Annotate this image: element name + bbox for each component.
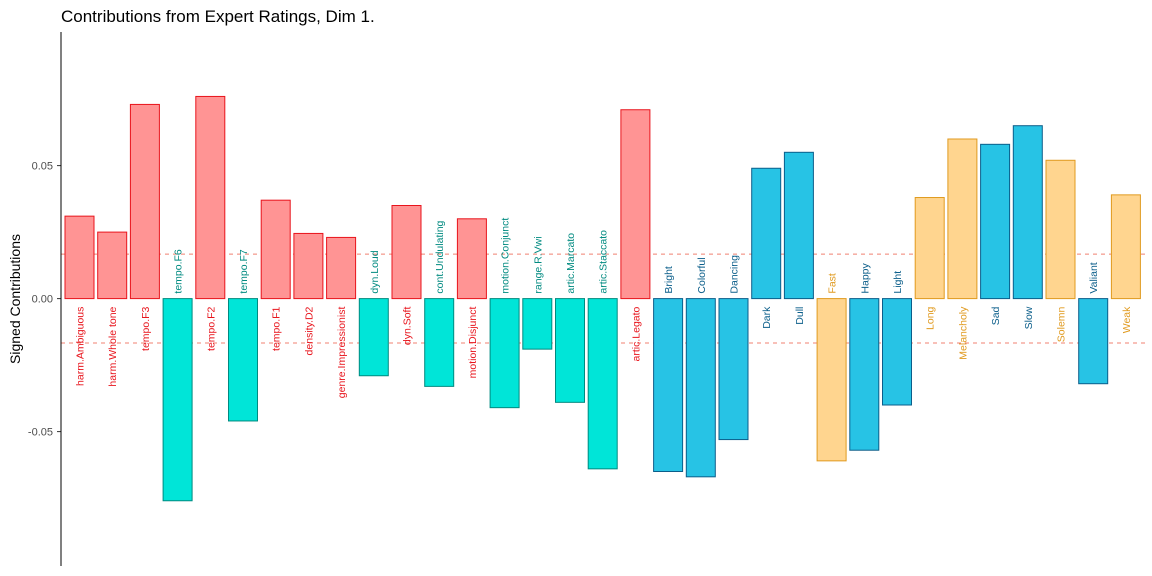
bar bbox=[1110, 194, 1141, 300]
bars bbox=[64, 95, 1141, 502]
bar bbox=[129, 103, 160, 300]
bar bbox=[685, 298, 716, 478]
bar-label: harm.Whole tone bbox=[107, 306, 119, 386]
bar-label: artic.Staccato bbox=[598, 230, 610, 294]
y-tick-label: 0.05 bbox=[32, 161, 53, 173]
bar bbox=[489, 298, 520, 409]
y-axis-ticks: 0.05 0.00 -0.05 bbox=[28, 161, 61, 439]
bar-label: genre.Impressionist bbox=[336, 307, 348, 399]
y-tick-label: -0.05 bbox=[28, 427, 53, 439]
bar bbox=[653, 298, 684, 472]
bar bbox=[980, 143, 1011, 300]
bar-label: Colorful bbox=[696, 257, 708, 293]
bar-label: Fast bbox=[827, 273, 839, 294]
y-tick-label: 0.00 bbox=[32, 294, 53, 306]
bar-label: cont.Undulating bbox=[434, 220, 446, 293]
bar-labels: harm.Ambiguous harm.Whole tone tempo.F3 tem… bbox=[75, 218, 1133, 399]
bar-label: dyn.Loud bbox=[369, 250, 381, 293]
bar bbox=[195, 95, 226, 300]
bar-label: artic.Marcato bbox=[565, 233, 577, 294]
bar bbox=[947, 138, 978, 300]
bar bbox=[391, 205, 422, 300]
bar bbox=[424, 298, 455, 387]
bar-label: Long bbox=[925, 306, 937, 330]
bar-label: Valiant bbox=[1088, 262, 1100, 293]
bar bbox=[358, 298, 389, 377]
bar-label: Light bbox=[892, 271, 904, 294]
bar-label: Weak bbox=[1121, 306, 1133, 333]
bar bbox=[587, 298, 618, 470]
bar-label: dyn.Soft bbox=[402, 307, 414, 346]
bar bbox=[326, 236, 357, 300]
bar bbox=[751, 167, 782, 300]
bar-label: Happy bbox=[859, 262, 871, 293]
bar bbox=[849, 298, 880, 451]
bar bbox=[555, 298, 585, 403]
bar-label: tempo.F1 bbox=[271, 306, 283, 351]
bar bbox=[456, 218, 487, 300]
bar-label: motion.Disjunct bbox=[467, 307, 479, 379]
bar-label: harm.Ambiguous bbox=[75, 307, 87, 386]
bar bbox=[718, 298, 749, 441]
bar-label: artic.Legato bbox=[630, 306, 642, 361]
bar bbox=[64, 215, 95, 300]
bar-label: Bright bbox=[663, 266, 675, 294]
bar bbox=[914, 197, 945, 300]
bar bbox=[162, 298, 193, 502]
bar-label: density.D2 bbox=[303, 306, 315, 355]
bar bbox=[228, 298, 258, 422]
bar bbox=[1012, 125, 1043, 300]
bar-label: tempo.F7 bbox=[238, 249, 250, 294]
chart-title: Contributions from Expert Ratings, Dim 1… bbox=[61, 7, 375, 26]
bar-label: range.R.Vwi bbox=[532, 236, 544, 293]
bar-label: tempo.F3 bbox=[140, 306, 152, 351]
bar bbox=[1045, 159, 1076, 300]
bar bbox=[293, 232, 324, 300]
bar-label: Dancing bbox=[729, 255, 741, 294]
bar bbox=[620, 109, 651, 300]
bar-label: motion.Conjunct bbox=[500, 218, 512, 294]
bar-label: tempo.F6 bbox=[173, 249, 185, 294]
bar-label: Dull bbox=[794, 307, 806, 325]
bar bbox=[522, 298, 553, 350]
bar-label: Dark bbox=[761, 306, 773, 329]
bar bbox=[816, 298, 847, 462]
bar-label: Melancholy bbox=[957, 306, 969, 360]
bar bbox=[97, 231, 128, 300]
bar-label: Solemn bbox=[1056, 306, 1068, 342]
bar bbox=[783, 151, 814, 300]
y-axis-label: Signed Contributions bbox=[7, 234, 23, 364]
bar bbox=[882, 298, 912, 406]
bar bbox=[1078, 298, 1109, 385]
bar-label: Sad bbox=[990, 306, 1002, 325]
bar-label: Slow bbox=[1023, 306, 1035, 329]
bar-label: tempo.F2 bbox=[205, 306, 217, 351]
bar bbox=[260, 199, 291, 300]
